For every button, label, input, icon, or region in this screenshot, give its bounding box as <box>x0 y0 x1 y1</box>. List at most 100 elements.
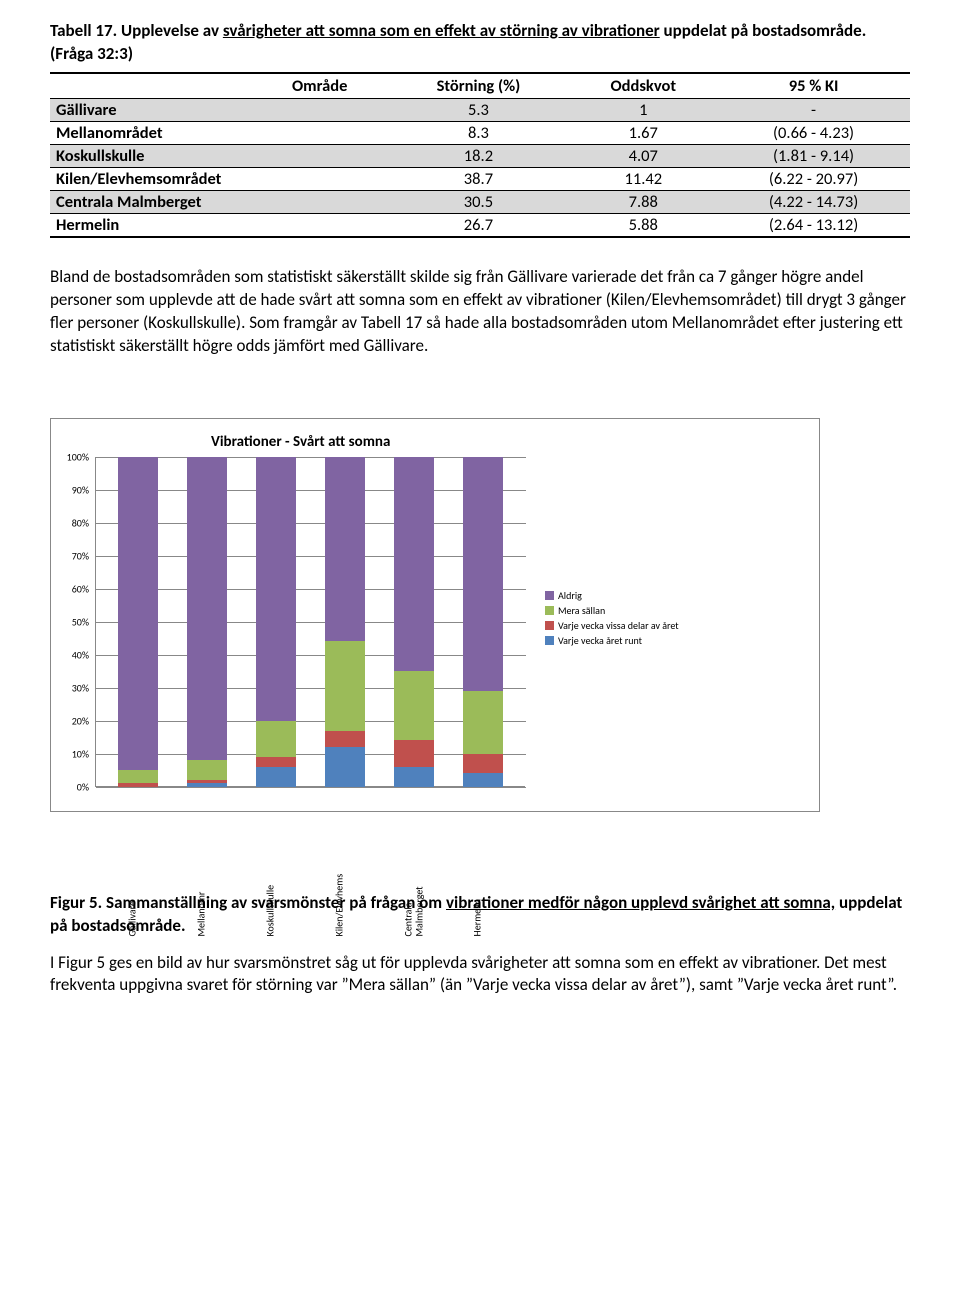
cell-ci: (0.66 - 4.23) <box>717 121 910 144</box>
y-tick-label: 40% <box>49 648 89 661</box>
bar-segment-runt <box>187 783 227 786</box>
cell-oddskvot: 7.88 <box>569 190 717 213</box>
chart-container: Vibrationer - Svårt att somna GällivareM… <box>50 418 820 812</box>
bar-segment-aldrig <box>118 457 158 771</box>
bar <box>394 457 434 787</box>
y-tick-label: 90% <box>49 483 89 496</box>
bar-segment-runt <box>463 773 503 786</box>
cell-ci: (2.64 - 13.12) <box>717 213 910 237</box>
cell-storning: 38.7 <box>387 167 569 190</box>
y-tick-label: 50% <box>49 615 89 628</box>
cell-storning: 30.5 <box>387 190 569 213</box>
legend-label: Varje vecka vissa delar av året <box>558 619 679 632</box>
x-tick-label: Centrala Malmberget <box>403 896 424 936</box>
plot-area: GällivareMellanomrKoskullskulleKilen/Ele… <box>95 457 525 807</box>
legend-swatch <box>545 621 554 630</box>
cell-ci: (6.22 - 20.97) <box>717 167 910 190</box>
body-paragraph-1: Bland de bostadsområden som statistiskt … <box>50 266 910 358</box>
cell-oddskvot: 11.42 <box>569 167 717 190</box>
chart-title: Vibrationer - Svårt att somna <box>211 433 809 451</box>
bar-segment-runt <box>394 767 434 787</box>
legend-swatch <box>545 606 554 615</box>
title-underline: svårigheter att somna som en effekt av s… <box>223 20 660 41</box>
bar-segment-aldrig <box>325 457 365 642</box>
table-title: Tabell 17. Upplevelse av svårigheter att… <box>50 20 910 66</box>
bar-segment-aldrig <box>256 457 296 721</box>
legend-label: Mera sällan <box>558 604 605 617</box>
bar <box>118 457 158 787</box>
x-tick-label: Kilen/Elevhems <box>334 896 355 936</box>
y-tick-label: 0% <box>49 780 89 793</box>
legend-item: Aldrig <box>545 589 679 602</box>
cell-storning: 5.3 <box>387 98 569 121</box>
y-tick-label: 60% <box>49 582 89 595</box>
x-tick-label: Mellanomr <box>196 896 217 936</box>
bar <box>463 457 503 787</box>
x-tick-label: Hermelin <box>472 896 493 936</box>
figcap-pre: Figur 5. Sammanställning av svarsmönster… <box>50 892 446 913</box>
bar-segment-mera <box>118 770 158 783</box>
cell-area: Kilen/Elevhemsområdet <box>50 167 387 190</box>
cell-oddskvot: 5.88 <box>569 213 717 237</box>
bar-segment-vissa <box>394 740 434 766</box>
table-row: Mellanområdet8.31.67(0.66 - 4.23) <box>50 121 910 144</box>
bar-segment-mera <box>256 721 296 757</box>
bar-segment-mera <box>463 691 503 754</box>
bar-segment-vissa <box>256 757 296 767</box>
bar-segment-mera <box>187 760 227 780</box>
table-row: Hermelin26.75.88(2.64 - 13.12) <box>50 213 910 237</box>
bar-segment-vissa <box>118 783 158 786</box>
cell-oddskvot: 1 <box>569 98 717 121</box>
bar-segment-vissa <box>325 731 365 748</box>
cell-ci: (4.22 - 14.73) <box>717 190 910 213</box>
cell-area: Koskullskulle <box>50 144 387 167</box>
th-area: Område <box>50 73 387 99</box>
cell-area: Mellanområdet <box>50 121 387 144</box>
cell-area: Hermelin <box>50 213 387 237</box>
legend: Aldrig Mera sällan Varje vecka vissa delar… <box>545 589 679 807</box>
cell-ci: (1.81 - 9.14) <box>717 144 910 167</box>
bar <box>256 457 296 787</box>
y-tick-label: 30% <box>49 681 89 694</box>
cell-area: Centrala Malmberget <box>50 190 387 213</box>
x-tick-label: Koskullskulle <box>265 896 286 936</box>
bar-segment-aldrig <box>463 457 503 691</box>
cell-storning: 26.7 <box>387 213 569 237</box>
table-row: Gällivare5.31- <box>50 98 910 121</box>
y-tick-label: 10% <box>49 747 89 760</box>
cell-ci: - <box>717 98 910 121</box>
th-ci: 95 % KI <box>717 73 910 99</box>
bar-segment-mera <box>394 671 434 740</box>
cell-area: Gällivare <box>50 98 387 121</box>
figcap-underline: vibrationer medför någon upplevd svårigh… <box>446 892 835 913</box>
y-tick-label: 100% <box>49 450 89 463</box>
th-storning: Störning (%) <box>387 73 569 99</box>
bar <box>187 457 227 787</box>
y-tick-label: 20% <box>49 714 89 727</box>
y-tick-label: 70% <box>49 549 89 562</box>
cell-storning: 18.2 <box>387 144 569 167</box>
bar-segment-aldrig <box>394 457 434 672</box>
table-row: Kilen/Elevhemsområdet38.711.42(6.22 - 20… <box>50 167 910 190</box>
bar-segment-aldrig <box>187 457 227 761</box>
cell-oddskvot: 1.67 <box>569 121 717 144</box>
bar-segment-runt <box>256 767 296 787</box>
title-pre: Tabell 17. Upplevelse av <box>50 20 223 41</box>
bar <box>325 457 365 787</box>
legend-item: Mera sällan <box>545 604 679 617</box>
table-row: Centrala Malmberget30.57.88(4.22 - 14.73… <box>50 190 910 213</box>
table-row: Koskullskulle18.24.07(1.81 - 9.14) <box>50 144 910 167</box>
th-oddskvot: Oddskvot <box>569 73 717 99</box>
x-tick-label: Gällivare <box>127 896 148 936</box>
legend-label: Aldrig <box>558 589 582 602</box>
bar-segment-mera <box>325 641 365 730</box>
y-tick-label: 80% <box>49 516 89 529</box>
legend-item: Varje vecka vissa delar av året <box>545 619 679 632</box>
cell-oddskvot: 4.07 <box>569 144 717 167</box>
bar-segment-runt <box>325 747 365 787</box>
legend-swatch <box>545 591 554 600</box>
gridline <box>96 787 526 788</box>
legend-swatch <box>545 636 554 645</box>
bar-segment-vissa <box>463 754 503 774</box>
cell-storning: 8.3 <box>387 121 569 144</box>
